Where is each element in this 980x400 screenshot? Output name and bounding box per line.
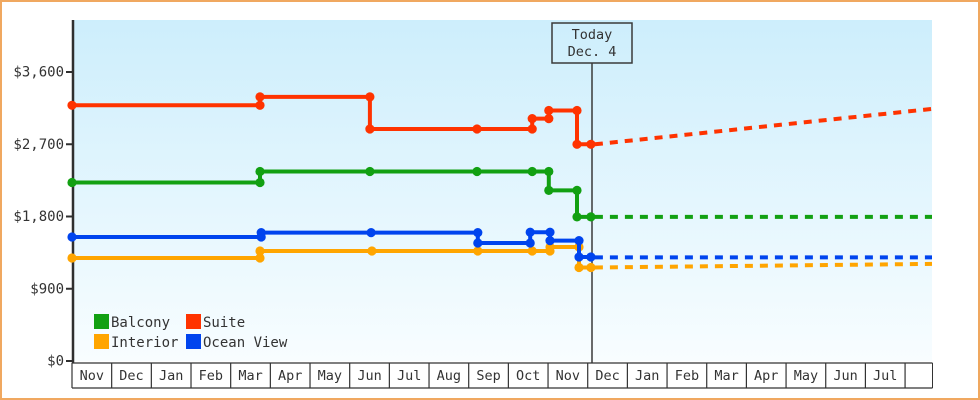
data-point-balcony xyxy=(365,166,375,177)
month-band-bg xyxy=(72,363,933,388)
data-point-interior xyxy=(527,246,537,256)
data-point-suite xyxy=(586,139,596,149)
legend-label-balcony: Balcony xyxy=(111,315,170,331)
data-point-balcony xyxy=(527,166,537,177)
data-point-interior xyxy=(367,246,377,256)
data-point-balcony xyxy=(544,185,554,195)
data-point-ocean-view xyxy=(574,236,584,246)
data-point-interior xyxy=(67,253,77,263)
month-label: Apr xyxy=(278,368,302,384)
legend-swatch-ocean-view xyxy=(186,334,201,349)
month-label: Feb xyxy=(199,368,223,384)
month-label: Jan xyxy=(635,368,659,384)
y-tick-label: $900 xyxy=(30,281,64,297)
data-point-suite xyxy=(365,92,375,102)
series-projection-suite xyxy=(594,106,933,147)
data-point-interior xyxy=(255,246,265,256)
series-layer xyxy=(67,92,933,273)
data-point-balcony xyxy=(472,166,482,177)
data-point-interior xyxy=(473,246,483,256)
y-tick-label: $2,700 xyxy=(13,137,64,153)
month-label: Sep xyxy=(476,368,500,384)
month-label: Mar xyxy=(238,368,262,384)
legend-label-interior: Interior xyxy=(111,335,178,351)
data-point-suite xyxy=(365,124,375,134)
data-point-suite xyxy=(544,105,554,116)
x-axis-month-band: Nov Dec Jan Feb Mar Apr May Jun Jul Aug Sep Oct Nov D… xyxy=(71,362,933,389)
data-point-interior xyxy=(586,262,596,273)
month-label: May xyxy=(794,368,818,384)
month-label: Jul xyxy=(873,368,897,384)
data-point-interior xyxy=(255,253,265,263)
data-point-balcony xyxy=(586,212,596,222)
legend-swatch-suite xyxy=(186,314,201,329)
data-point-ocean-view xyxy=(525,227,535,237)
plot-area xyxy=(74,20,932,361)
month-label: Nov xyxy=(556,368,580,384)
today-box xyxy=(551,22,633,64)
data-point-balcony xyxy=(255,177,265,188)
month-label: May xyxy=(318,368,342,384)
month-label: Apr xyxy=(754,368,778,384)
data-point-suite xyxy=(472,124,482,134)
data-point-interior xyxy=(574,262,584,273)
data-point-ocean-view xyxy=(586,252,596,262)
month-label: Jun xyxy=(833,368,857,384)
data-point-suite xyxy=(572,139,582,149)
month-label: Dec xyxy=(119,368,143,384)
data-point-balcony xyxy=(572,212,582,222)
data-point-ocean-view xyxy=(473,228,483,238)
series-projection-interior xyxy=(594,261,933,270)
today-date-label: Dec. 4 xyxy=(568,44,617,60)
y-axis: $3,600 $2,700 $1,800 $900 $0 xyxy=(13,65,74,370)
data-point-ocean-view xyxy=(67,232,77,242)
legend-swatch-balcony xyxy=(94,314,109,329)
month-label: Aug xyxy=(437,368,461,384)
month-label: Jun xyxy=(357,368,381,384)
y-tick-label: $3,600 xyxy=(13,65,64,81)
data-point-ocean-view xyxy=(545,236,555,246)
data-point-ocean-view xyxy=(366,228,376,238)
today-marker: Today Dec. 4 xyxy=(551,22,633,64)
month-label: Oct xyxy=(516,368,540,384)
month-label: Dec xyxy=(595,368,619,384)
data-point-suite xyxy=(527,114,537,124)
month-label: Mar xyxy=(714,368,738,384)
legend: Balcony Suite Interior Ocean View xyxy=(94,314,288,351)
data-point-interior xyxy=(545,242,555,252)
y-tick-label: $0 xyxy=(47,354,64,370)
data-point-balcony xyxy=(544,166,554,177)
y-tick-label: $1,800 xyxy=(13,209,64,225)
legend-label-ocean-view: Ocean View xyxy=(203,335,288,351)
legend-swatch-interior xyxy=(94,334,109,349)
data-point-suite xyxy=(255,100,265,110)
data-point-suite xyxy=(527,124,537,134)
data-point-balcony xyxy=(67,177,77,188)
data-point-suite xyxy=(544,114,554,124)
month-label: Jan xyxy=(159,368,183,384)
data-point-ocean-view xyxy=(574,252,584,262)
data-point-suite xyxy=(255,92,265,102)
data-point-ocean-view xyxy=(473,238,483,248)
data-point-balcony xyxy=(572,185,582,195)
month-label: Nov xyxy=(80,368,104,384)
month-label: Jul xyxy=(397,368,421,384)
data-point-suite xyxy=(67,100,77,110)
data-point-ocean-view xyxy=(256,228,266,238)
month-label: Feb xyxy=(675,368,699,384)
data-point-suite xyxy=(572,105,582,116)
today-label: Today xyxy=(572,27,613,43)
data-point-ocean-view xyxy=(545,227,555,237)
legend-label-suite: Suite xyxy=(203,315,245,331)
data-point-balcony xyxy=(255,166,265,177)
data-point-ocean-view xyxy=(525,238,535,248)
